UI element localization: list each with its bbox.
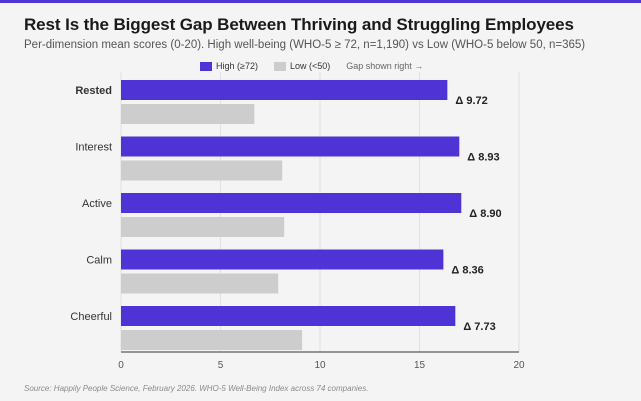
- chart-subtitle: Per-dimension mean scores (0-20). High w…: [24, 39, 586, 51]
- bar-high: [121, 306, 456, 326]
- bar-low: [121, 160, 283, 181]
- category-label: Rested: [75, 85, 112, 97]
- bar-high: [121, 249, 444, 270]
- gap-label: Δ 8.90: [469, 208, 501, 220]
- x-tick-label: 15: [414, 360, 426, 371]
- bar-high: [121, 193, 462, 213]
- gap-label: Δ 8.36: [451, 265, 483, 277]
- gap-label: Δ 9.72: [455, 95, 487, 107]
- bar-low: [121, 273, 279, 294]
- legend-swatch-low: [273, 61, 286, 71]
- category-label: Interest: [75, 142, 112, 154]
- legend-item-high: High (≥72): [200, 61, 258, 71]
- legend: High (≥72) Low (<50) Gap shown right →: [200, 58, 423, 74]
- bar-low: [121, 104, 255, 124]
- bar-low: [121, 217, 285, 237]
- chart-title: Rest Is the Biggest Gap Between Thriving…: [24, 15, 574, 34]
- legend-label-high: High (≥72): [216, 61, 258, 71]
- category-label: Active: [82, 198, 112, 210]
- x-tick-label: 10: [314, 360, 326, 371]
- source-note: Source: Happily People Science, February…: [24, 384, 369, 393]
- bar-high: [121, 136, 460, 157]
- accent-bar: [0, 0, 641, 3]
- bar-high: [121, 80, 448, 100]
- bar-low: [121, 330, 303, 350]
- legend-label-low: Low (<50): [289, 61, 331, 71]
- category-label: Calm: [86, 255, 112, 267]
- legend-item-low: Low (<50): [273, 61, 331, 71]
- x-tick-label: 0: [118, 360, 124, 371]
- category-label: Cheerful: [70, 311, 112, 323]
- gap-label: Δ 7.73: [463, 321, 495, 333]
- gap-label: Δ 8.93: [467, 152, 499, 164]
- x-tick-label: 20: [513, 360, 525, 371]
- x-tick-label: 5: [218, 360, 224, 371]
- legend-swatch-high: [200, 61, 212, 71]
- legend-note: Gap shown right →: [346, 61, 424, 71]
